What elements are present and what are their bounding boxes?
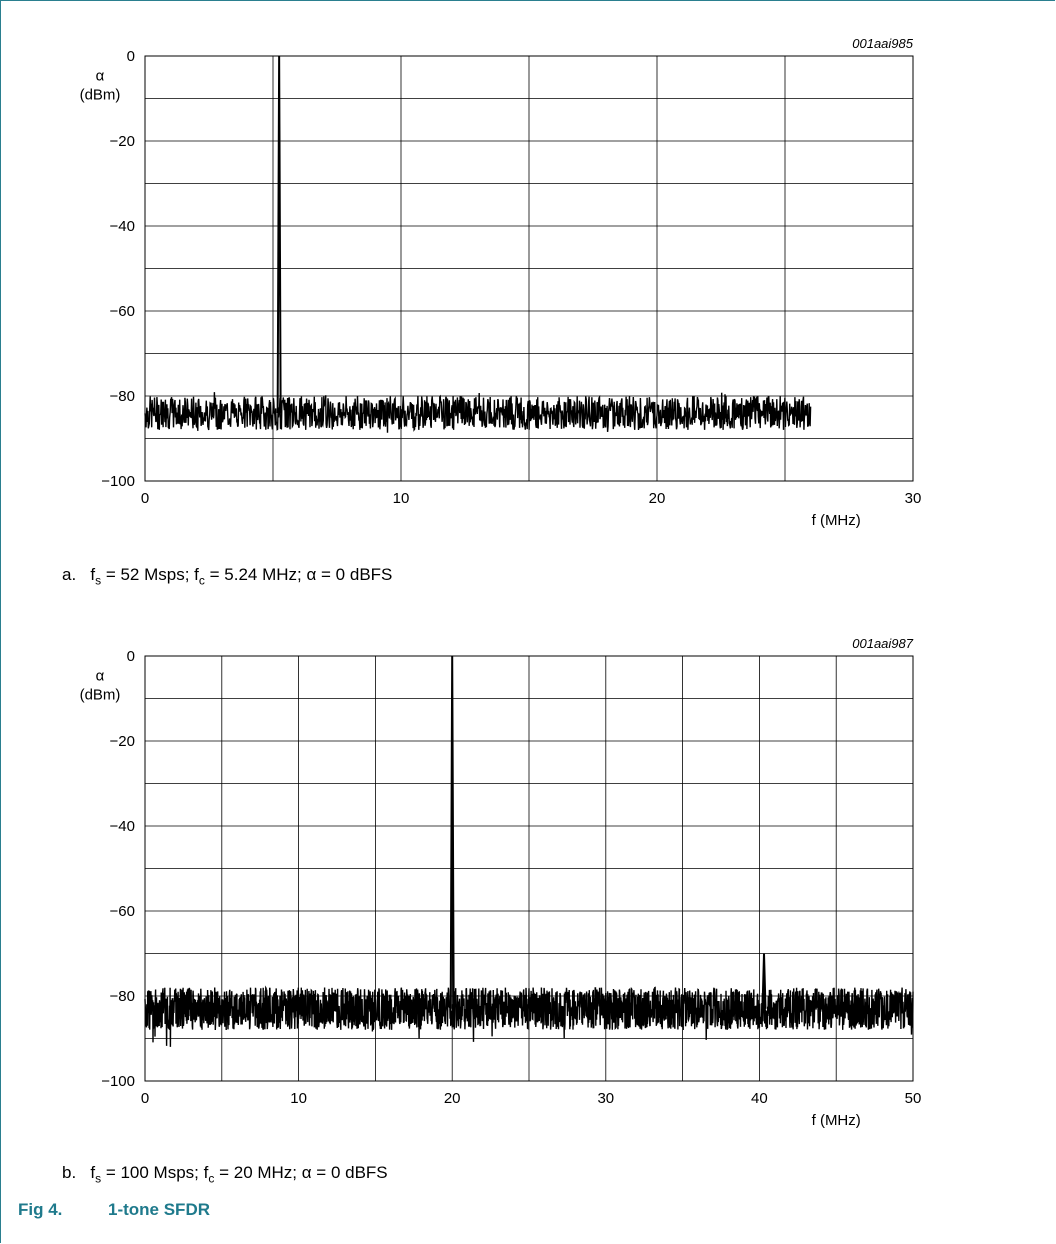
fc-value: = 20 MHz; xyxy=(214,1163,302,1182)
x-tick-label: 50 xyxy=(905,1090,922,1107)
fs-symbol: f xyxy=(90,565,96,584)
fs-subscript: s xyxy=(95,573,102,588)
alpha-value: α = 0 dBFS xyxy=(301,1163,388,1182)
noise-floor-trace xyxy=(144,392,812,433)
y-tick-label: −100 xyxy=(101,473,135,490)
y-tick-label: −100 xyxy=(101,1073,135,1090)
y-tick-label: −60 xyxy=(110,903,135,920)
caption-letter: b. xyxy=(62,1163,77,1182)
fc-symbol: f xyxy=(203,1163,209,1182)
fs-subscript: s xyxy=(95,1171,102,1186)
y-tick-label: −40 xyxy=(110,818,135,835)
y-tick-label: −80 xyxy=(110,388,135,405)
y-axis-symbol: α xyxy=(96,667,105,684)
fc-subscript: c xyxy=(198,573,205,588)
spectrum-chart-b: 0 −20 −40 −60 −80 −100 0 10 20 30 40 50 001aai987 α… xyxy=(80,636,922,1129)
caption-b: b. fs = 100 Msps; fc = 20 MHz; α = 0 dBF… xyxy=(62,1163,388,1185)
y-tick-label: −20 xyxy=(110,733,135,750)
chart-id-label: 001aai987 xyxy=(852,636,913,651)
spectrum-chart-a: 0 −20 −40 −60 −80 −100 0 10 20 30 001aai985 α (dB… xyxy=(80,36,922,529)
signal-peak xyxy=(449,655,455,1009)
figure-title: Fig 4. 1-tone SFDR xyxy=(18,1200,210,1220)
fs-value: = 52 Msps; xyxy=(101,565,195,584)
y-tick-label: −40 xyxy=(110,218,135,235)
y-axis-symbol: α xyxy=(96,67,105,84)
caption-a: a. fs = 52 Msps; fc = 5.24 MHz; α = 0 dB… xyxy=(62,565,392,587)
fc-symbol: f xyxy=(194,565,199,584)
y-tick-label: 0 xyxy=(127,48,135,65)
x-axis-label: f (MHz) xyxy=(812,1112,861,1129)
x-tick-label: 30 xyxy=(905,490,922,507)
x-axis-label: f (MHz) xyxy=(812,512,861,529)
signal-peak xyxy=(761,953,767,1009)
x-tick-label: 20 xyxy=(649,490,666,507)
x-tick-label: 40 xyxy=(751,1090,768,1107)
chart-id-label: 001aai985 xyxy=(852,36,913,51)
caption-letter: a. xyxy=(62,565,77,584)
figure-title-text: 1-tone SFDR xyxy=(108,1200,210,1219)
x-tick-label: 0 xyxy=(141,490,149,507)
y-tick-label: 0 xyxy=(127,648,135,665)
x-tick-label: 20 xyxy=(444,1090,461,1107)
fs-symbol: f xyxy=(90,1163,96,1182)
x-tick-label: 0 xyxy=(141,1090,149,1107)
fc-value: = 5.24 MHz; xyxy=(204,565,307,584)
y-tick-label: −80 xyxy=(110,988,135,1005)
x-tick-label: 10 xyxy=(393,490,410,507)
noise-floor-trace xyxy=(144,985,914,1047)
x-tick-label: 10 xyxy=(290,1090,307,1107)
y-axis-unit: (dBm) xyxy=(80,86,121,103)
y-axis-unit: (dBm) xyxy=(80,686,121,703)
signal-peak xyxy=(276,55,282,414)
alpha-value: α = 0 dBFS xyxy=(306,565,393,584)
fs-value: = 100 Msps; xyxy=(101,1163,204,1182)
fc-subscript: c xyxy=(208,1171,215,1186)
figure-number: Fig 4. xyxy=(18,1200,63,1219)
x-tick-label: 30 xyxy=(597,1090,614,1107)
y-tick-label: −20 xyxy=(110,133,135,150)
y-tick-label: −60 xyxy=(110,303,135,320)
